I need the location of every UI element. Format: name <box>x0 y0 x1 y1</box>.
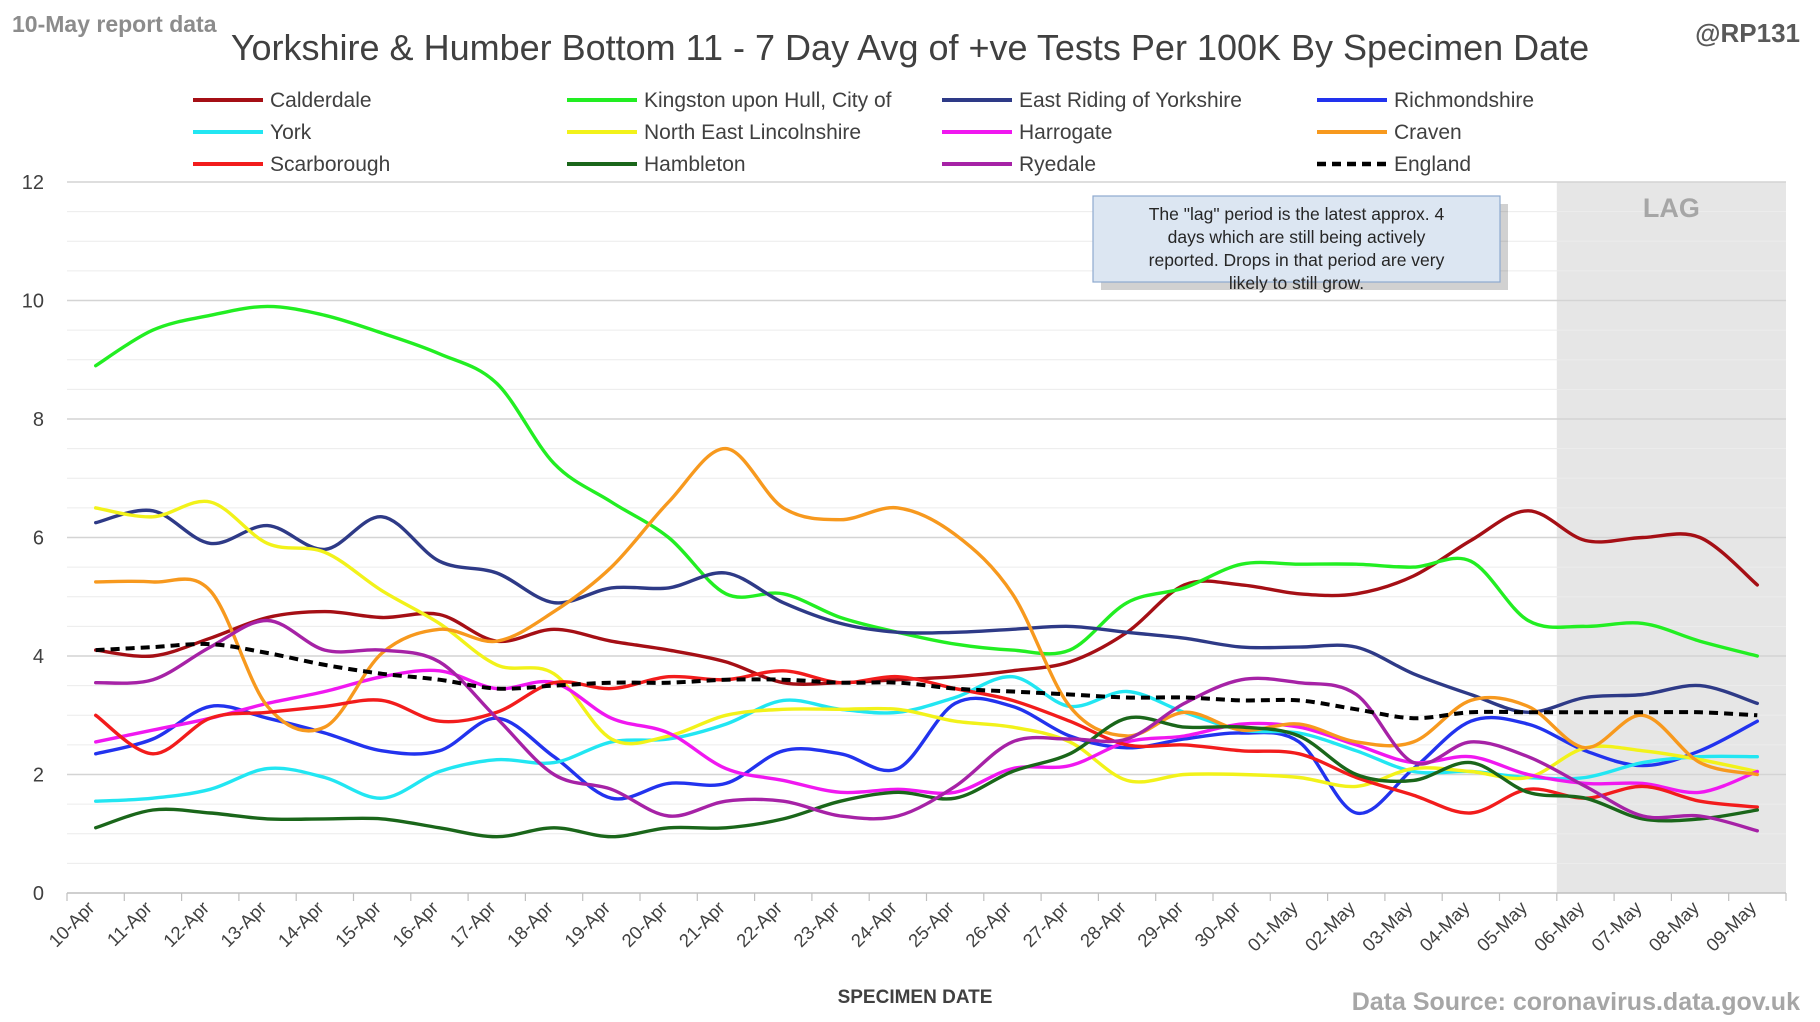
legend-label: Hambleton <box>644 153 746 176</box>
legend-label: East Riding of Yorkshire <box>1019 89 1242 112</box>
legend-label: England <box>1394 153 1471 176</box>
lag-label: LAG <box>1643 193 1700 223</box>
legend-item-east-riding-of-yorkshire: East Riding of Yorkshire <box>942 89 1242 112</box>
legend-label: Ryedale <box>1019 153 1096 176</box>
legend-label: Scarborough <box>270 153 390 176</box>
legend-label: Craven <box>1394 121 1462 144</box>
legend-item-york: York <box>193 121 312 144</box>
series-line-richmondshire <box>94 696 1759 815</box>
legend-label: Richmondshire <box>1394 89 1534 112</box>
legend-item-north-east-lincolnshire: North East Lincolnshire <box>567 121 861 144</box>
y-axis-ticks: 0 2 4 6 8 10 12 <box>22 172 44 905</box>
y-tick-label: 10 <box>22 291 44 313</box>
legend-label: York <box>270 121 312 144</box>
legend-label: Kingston upon Hull, City of <box>644 89 892 112</box>
legend-item-scarborough: Scarborough <box>193 153 390 176</box>
annotation-box: The "lag" period is the latest approx. 4… <box>1092 195 1508 293</box>
series-line-calderdale <box>94 509 1759 687</box>
series-line-hambleton <box>94 715 1759 839</box>
legend-label: Calderdale <box>270 89 372 112</box>
y-tick-label: 12 <box>22 172 44 194</box>
y-tick-label: 6 <box>33 528 44 550</box>
legend-item-calderdale: Calderdale <box>193 89 372 112</box>
legend-item-craven: Craven <box>1317 121 1462 144</box>
series-line-scarborough <box>94 669 1759 815</box>
data-source-label: Data Source: coronavirus.data.gov.uk <box>1352 988 1800 1016</box>
series-line-craven <box>94 446 1759 777</box>
legend-item-england: England <box>1317 153 1471 176</box>
y-tick-label: 4 <box>33 646 44 668</box>
legend: Calderdale Kingston upon Hull, City of Eas… <box>193 89 1534 176</box>
legend-label: Harrogate <box>1019 121 1112 144</box>
series-line-north-east-lincolnshire <box>94 499 1759 789</box>
legend-item-ryedale: Ryedale <box>942 153 1096 176</box>
legend-item-richmondshire: Richmondshire <box>1317 89 1534 112</box>
report-date-label: 10-May report data <box>12 11 217 37</box>
y-tick-label: 0 <box>33 883 44 905</box>
author-handle: @RP131 <box>1695 18 1800 48</box>
legend-label: North East Lincolnshire <box>644 121 861 144</box>
x-axis-title: SPECIMEN DATE <box>838 987 993 1008</box>
legend-item-hambleton: Hambleton <box>567 153 746 176</box>
y-tick-label: 2 <box>33 765 44 787</box>
series-line-kingston-upon-hull-city-of <box>94 304 1759 658</box>
series-line-ryedale <box>94 618 1759 833</box>
series-line-england <box>95 641 1758 721</box>
series-lines <box>94 304 1759 839</box>
chart-title: Yorkshire & Humber Bottom 11 - 7 Day Avg… <box>231 27 1589 68</box>
legend-item-harrogate: Harrogate <box>942 121 1112 144</box>
series-line-east-riding-of-yorkshire <box>94 508 1759 715</box>
annotation-text: The "lag" period is the latest approx. 4… <box>1149 204 1445 293</box>
series-line-harrogate <box>94 668 1759 795</box>
legend-item-kingston-upon-hull-city-of: Kingston upon Hull, City of <box>567 89 892 112</box>
y-tick-label: 8 <box>33 409 44 431</box>
